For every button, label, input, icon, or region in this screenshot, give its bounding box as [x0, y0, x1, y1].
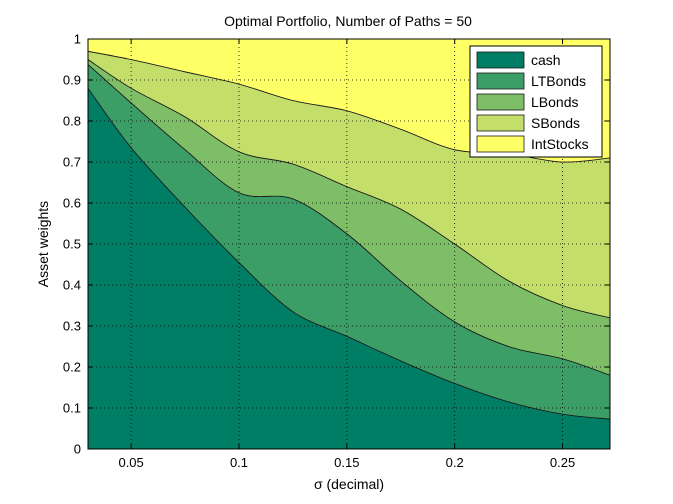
y-tick-label: 1 [74, 32, 81, 47]
legend-swatch-sbonds [476, 114, 525, 132]
y-tick-label: 0 [74, 442, 81, 457]
legend-label-intstocks: IntStocks [531, 136, 589, 152]
legend-swatch-intstocks [476, 135, 525, 153]
legend-swatch-ltbonds [476, 72, 525, 90]
y-tick-label: 0.4 [63, 278, 81, 293]
x-axis-label: σ (decimal) [314, 476, 384, 492]
x-tick-label: 0.05 [118, 455, 143, 470]
y-axis-label: Asset weights [35, 201, 51, 287]
legend-label-ltbonds: LTBonds [531, 73, 586, 89]
y-tick-label: 0.6 [63, 196, 81, 211]
x-tick-label: 0.1 [230, 455, 248, 470]
legend: cash LTBonds LBonds SBonds IntStocks [469, 45, 603, 158]
legend-label-cash: cash [531, 52, 561, 68]
y-tick-label: 0.3 [63, 319, 81, 334]
legend-label-sbonds: SBonds [531, 115, 580, 131]
grid-lines [88, 38, 610, 450]
y-tick-label: 0.9 [63, 73, 81, 88]
legend-label-lbonds: LBonds [531, 94, 578, 110]
x-tick-label: 0.2 [446, 455, 464, 470]
x-tick-label: 0.15 [334, 455, 359, 470]
x-tick-label: 0.25 [550, 455, 575, 470]
chart-title: Optimal Portfolio, Number of Paths = 50 [224, 13, 472, 29]
legend-swatch-lbonds [476, 93, 525, 111]
legend-swatch-cash [476, 51, 525, 69]
y-tick-label: 0.2 [63, 360, 81, 375]
axis-ticks: 0.05 0.1 0.15 0.2 0.25 0 0.1 0.2 0.3 0.4 0.5 0.6 0.7… [63, 32, 610, 470]
y-tick-label: 0.8 [63, 114, 81, 129]
y-tick-label: 0.5 [63, 237, 81, 252]
y-tick-label: 0.7 [63, 155, 81, 170]
y-tick-label: 0.1 [63, 401, 81, 416]
